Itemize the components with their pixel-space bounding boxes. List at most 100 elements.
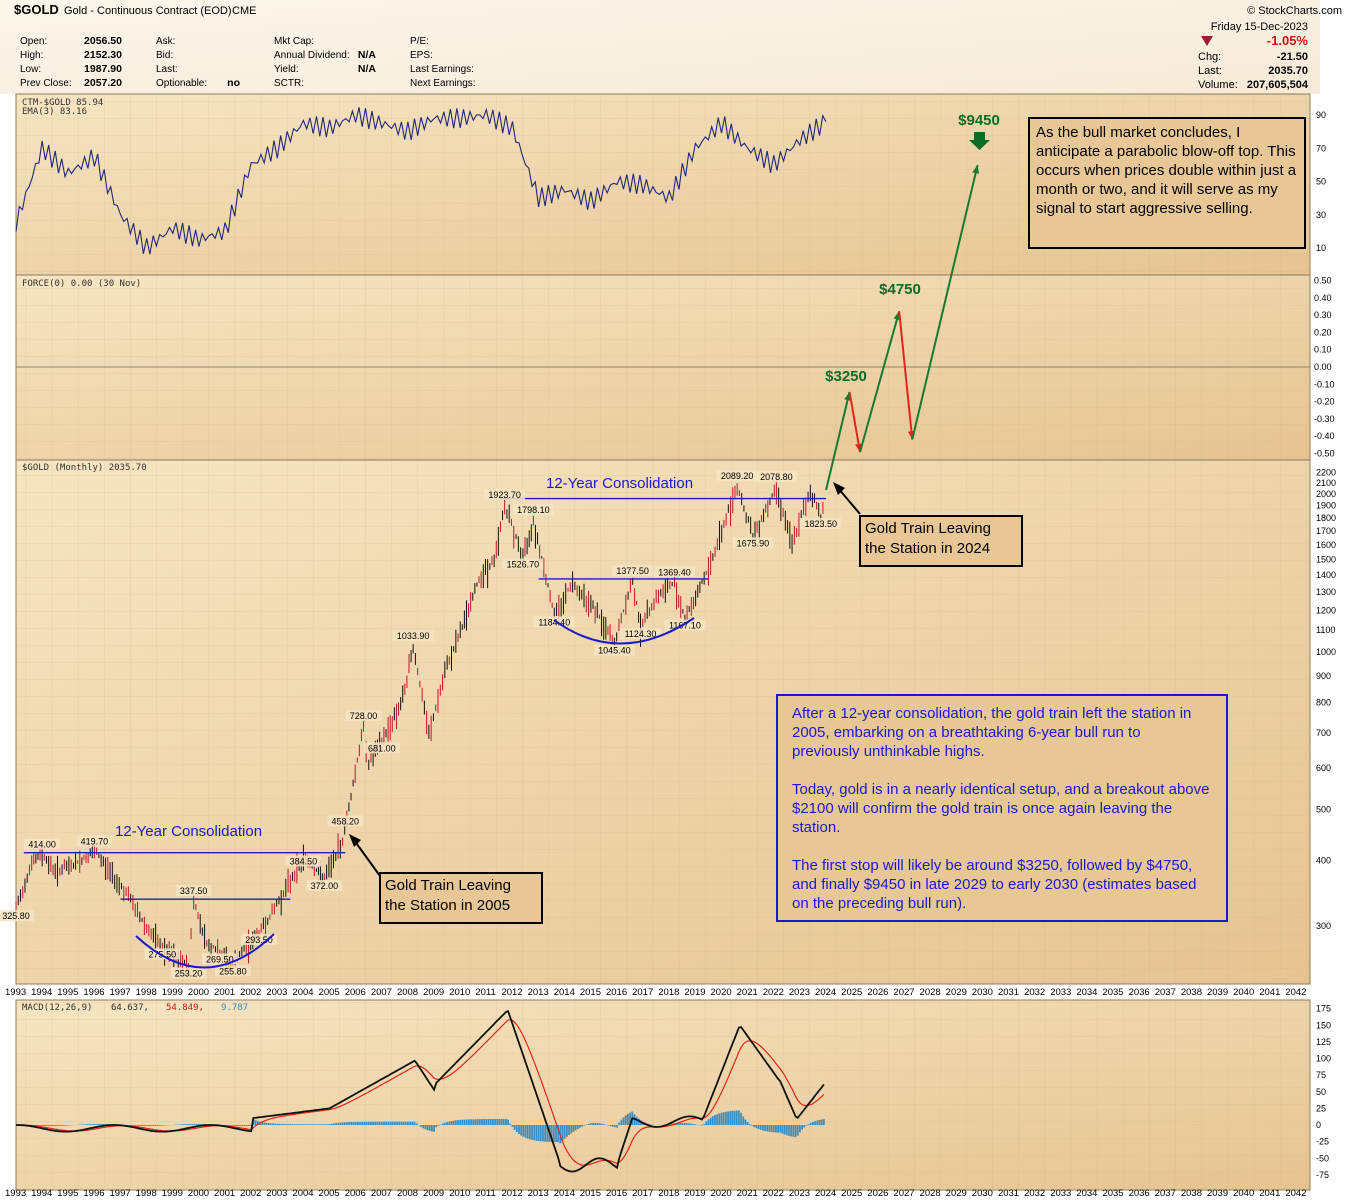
price-label: 1675.90 <box>737 538 770 548</box>
macd-hist-bar <box>52 1125 54 1127</box>
quote-field-label: SCTR: <box>274 78 304 89</box>
macd-hist-bar <box>694 1124 697 1125</box>
target-3250: $3250 <box>825 368 867 385</box>
quote-field-label: Open: <box>20 36 47 47</box>
macd-hist-bar <box>481 1119 483 1125</box>
x-tick-label: 2005 <box>319 987 340 998</box>
macd-hist-bar <box>537 1125 540 1142</box>
price-tick-label: 1600 <box>1316 540 1336 550</box>
macd-hist-bar <box>685 1123 688 1125</box>
price-label-bg <box>800 518 842 530</box>
force-tick-label: 0.40 <box>1314 293 1332 303</box>
price-label-bg <box>144 948 181 960</box>
x-tick-label: 2008 <box>397 987 418 998</box>
x-tick-label: 2011 <box>475 987 495 998</box>
macd-hist-bar <box>705 1121 708 1125</box>
macd-hist-bar <box>751 1125 753 1126</box>
macd-tick-label: 150 <box>1316 1020 1331 1030</box>
macd-hist-bar <box>195 1123 198 1125</box>
macd-hist-bar <box>544 1125 547 1142</box>
price-label: 325.80 <box>2 911 30 921</box>
macd-hist-bar <box>470 1119 472 1125</box>
price-label: 2089.20 <box>721 471 754 481</box>
x-tick-label: 1996 <box>83 987 104 998</box>
macd-hist-bar <box>746 1122 749 1125</box>
macd-hist-bar <box>589 1123 592 1125</box>
price-label: 253.20 <box>175 969 203 979</box>
callout-2024-line2: the Station in 2024 <box>865 540 991 557</box>
quote-field-label: Bid: <box>156 50 173 61</box>
macd-hist-bar <box>306 1124 309 1125</box>
macd-hist-bar <box>781 1125 784 1134</box>
macd-hist-bar <box>515 1125 518 1133</box>
x-tick-label-bottom: 2025 <box>841 1188 862 1199</box>
x-tick-label: 2007 <box>371 987 392 998</box>
macd-hist-bar <box>245 1125 248 1127</box>
blowoff-text: As the bull market concludes, I anticipa… <box>1036 124 1297 217</box>
macd-hist-bar <box>526 1125 529 1139</box>
price-label: 414.00 <box>28 840 56 850</box>
macd-hist-bar <box>709 1117 712 1125</box>
quote-field-label: Yield: <box>274 64 299 75</box>
force-tick-label: 0.30 <box>1314 310 1332 320</box>
macd-hist-bar <box>426 1125 429 1131</box>
macd-hist-bar <box>809 1122 812 1125</box>
macd-hist-bar <box>566 1125 568 1137</box>
force-tick-label: -0.30 <box>1314 414 1335 424</box>
macd-hist-bar <box>459 1119 462 1125</box>
macd-hist-bar <box>552 1125 555 1143</box>
macd-hist-bar <box>248 1125 250 1127</box>
macd-hist-bar <box>707 1119 710 1125</box>
x-tick-label: 2031 <box>998 987 1019 998</box>
macd-hist-bar <box>803 1125 806 1128</box>
macd-hist-bar <box>63 1125 65 1126</box>
price-label-bg <box>306 880 343 892</box>
x-tick-label: 1999 <box>162 987 183 998</box>
macd-signal-line <box>16 1018 825 1166</box>
force-label: FORCE(0) 0.00 (30 Nov) <box>22 279 141 289</box>
macd-hist-bar <box>383 1121 385 1125</box>
macd-hist-bar <box>507 1119 510 1125</box>
macd-hist-bar <box>295 1124 298 1125</box>
macd-hist-bar <box>191 1123 194 1125</box>
macd-hist-bar <box>448 1121 451 1125</box>
price-label-bg <box>502 558 544 570</box>
macd-hist-bar <box>474 1119 477 1125</box>
x-tick-label-bottom: 2008 <box>397 1188 418 1199</box>
macd-hist-bar <box>370 1121 372 1125</box>
macd-hist-bar <box>703 1123 705 1125</box>
macd-hist-bar <box>317 1124 320 1125</box>
target-9450: $9450 <box>958 112 1000 129</box>
quote-field-label: Optionable: <box>156 78 207 89</box>
macd-hist-bar <box>407 1121 409 1125</box>
price-tick-label: 2100 <box>1316 478 1336 488</box>
macd-hist-bar <box>278 1123 281 1125</box>
price-label: 337.50 <box>180 886 208 896</box>
x-tick-label-bottom: 2033 <box>1050 1188 1071 1199</box>
price-label-bg <box>214 965 251 977</box>
macd-hist-bar <box>463 1119 466 1125</box>
price-label: 1124.30 <box>625 629 657 639</box>
quote-field-label: P/E: <box>410 36 429 47</box>
macd-hist-bar <box>733 1110 736 1125</box>
price-label: 419.70 <box>81 837 109 847</box>
price-label-bg <box>716 470 758 482</box>
annotations: 12-Year Consolidation 12-Year Consolidat… <box>115 112 1000 969</box>
ctm-tick-label: 70 <box>1316 143 1326 153</box>
macd-hist-bar <box>200 1124 202 1125</box>
macd-hist-bar <box>727 1111 729 1125</box>
x-tick-label: 2018 <box>658 987 679 998</box>
x-tick-label-bottom: 2019 <box>684 1188 705 1199</box>
consolidation-label-1: 12-Year Consolidation <box>115 823 262 840</box>
macd-hist-bar <box>690 1123 692 1125</box>
quote-field-value: N/A <box>358 49 377 61</box>
macd-hist-bar <box>47 1125 50 1127</box>
price-tick-label: 500 <box>1316 805 1331 815</box>
x-tick-label-bottom: 2026 <box>867 1188 888 1199</box>
macd-hist-bar <box>230 1125 233 1126</box>
x-tick-label-bottom: 2022 <box>763 1188 784 1199</box>
macd-hist-bar <box>274 1123 277 1125</box>
x-tick-label: 2014 <box>554 987 575 998</box>
macd-hist-bar <box>572 1125 575 1132</box>
macd-hist-bar <box>324 1124 327 1125</box>
